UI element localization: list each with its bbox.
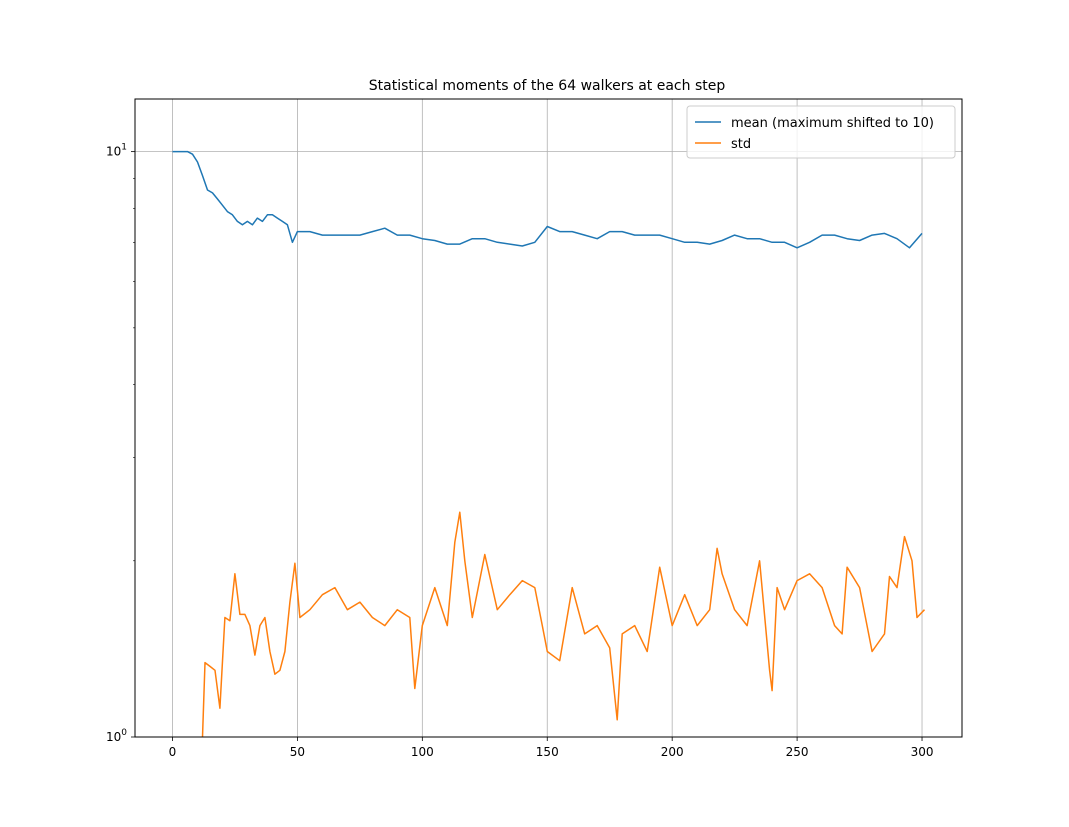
x-tick-label: 300 [911, 745, 934, 759]
series-layer [172, 150, 926, 738]
series-line-0 [172, 150, 923, 249]
grid-layer [135, 99, 962, 738]
series-line-1 [201, 511, 926, 738]
chart-title: Statistical moments of the 64 walkers at… [369, 78, 726, 94]
y-tick-label: 101 [106, 143, 127, 159]
x-tick-label: 50 [290, 745, 305, 759]
legend-box [686, 105, 956, 159]
x-tick-label: 150 [536, 745, 559, 759]
tick-layer: 0 50 100 150 200 250 300 100 101 [106, 143, 933, 759]
chart-legend: mean (maximum shifted to 10) std [686, 105, 956, 159]
x-tick-label: 250 [786, 745, 809, 759]
y-tick-label: 100 [106, 728, 127, 744]
x-tick-label: 200 [661, 745, 684, 759]
legend-label: std [731, 137, 751, 152]
x-tick-label: 0 [169, 745, 177, 759]
x-tick-label: 100 [411, 745, 434, 759]
legend-label: mean (maximum shifted to 10) [731, 116, 934, 131]
plot-frame [134, 98, 963, 738]
